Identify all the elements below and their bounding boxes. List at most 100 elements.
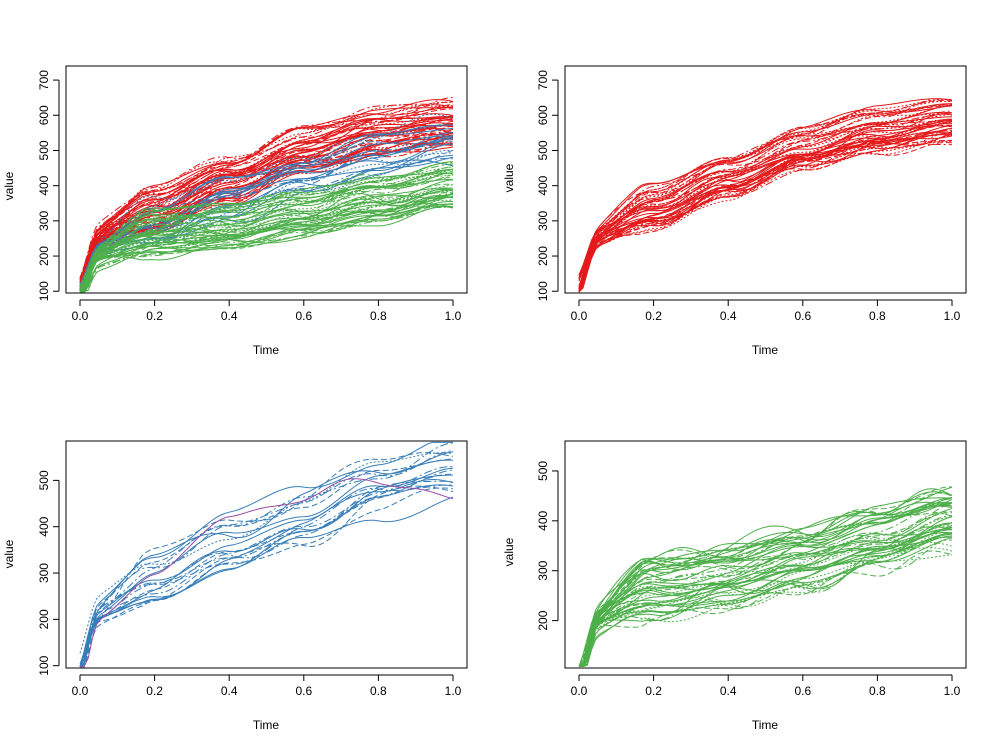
series-line-blue (79, 441, 453, 667)
series-line-blue (79, 458, 454, 667)
series-line-green (578, 515, 953, 667)
curves-layer (79, 96, 454, 293)
series-line-green (80, 170, 454, 293)
series-line-blue (79, 140, 454, 293)
x-tick-label: 1.0 (944, 684, 961, 698)
series-line-blue (79, 469, 454, 667)
x-axis-title: Time (253, 718, 280, 732)
series-line-red (79, 117, 454, 293)
series-line-green (579, 491, 953, 667)
series-line-green (79, 179, 454, 293)
series-line-green (79, 175, 453, 293)
series-line-green (79, 205, 454, 293)
series-line-red (578, 105, 953, 276)
series-line-red (578, 124, 952, 291)
series-line-red (578, 98, 953, 293)
series-line-green (578, 502, 953, 667)
series-line-green (579, 526, 953, 667)
series-line-green (80, 196, 454, 293)
x-axis-title: Time (752, 718, 779, 732)
series-line-red (79, 115, 454, 291)
series-line-red (79, 108, 454, 293)
series-line-red (578, 98, 953, 292)
panel-top-right: 0.0 0.2 0.4 0.6 0.8 1.0100200300400500600700 … (502, 65, 967, 357)
series-line-blue (79, 149, 454, 293)
series-line-red (578, 105, 953, 287)
series-line-green (79, 168, 454, 290)
series-line-red (578, 103, 953, 293)
y-axis-title: value (2, 171, 16, 200)
y-tick-label: 200 (37, 246, 51, 266)
y-tick-label: 400 (536, 510, 550, 530)
plot-frame (65, 65, 468, 294)
series-line-red (578, 134, 953, 281)
series-line-blue (79, 124, 454, 293)
series-line-green (579, 550, 953, 667)
series-line-green (79, 188, 454, 293)
y-tick-label: 400 (536, 175, 550, 195)
y-tick-label: 200 (37, 609, 51, 629)
y-tick-label: 500 (37, 140, 51, 160)
series-line-green (579, 533, 953, 667)
tick-layer: 0.0 0.2 0.4 0.6 0.8 1.0 100 200 300 400 500 600 700 (37, 70, 462, 323)
curves-layer (578, 486, 953, 667)
series-line-green (79, 168, 454, 293)
series-line-green (80, 200, 454, 293)
series-line-blue (79, 473, 453, 668)
series-line-blue (79, 459, 454, 667)
x-tick-label: 0.0 (72, 684, 89, 698)
series-line-blue (80, 450, 454, 668)
x-tick-label: 0.2 (146, 309, 163, 323)
series-line-blue (79, 466, 453, 667)
y-tick-label: 100 (37, 281, 51, 301)
series-line-red (578, 99, 953, 288)
x-axis-title: Time (253, 343, 280, 357)
series-line-blue (79, 467, 454, 667)
series-line-blue (79, 480, 454, 667)
series-line-red (578, 120, 953, 279)
series-line-blue (79, 113, 454, 293)
plot-frame (564, 65, 967, 294)
series-line-blue (80, 452, 454, 668)
x-tick-label: 0.6 (295, 684, 312, 698)
x-tick-label: 0.6 (794, 684, 811, 698)
series-line-red (578, 100, 953, 290)
series-line-blue (79, 496, 454, 667)
series-line-green (579, 497, 953, 667)
series-line-green (579, 526, 953, 667)
y-tick-label: 500 (536, 461, 550, 481)
y-axis-title: value (502, 537, 516, 566)
series-line-green (579, 486, 952, 667)
y-tick-label: 500 (536, 140, 550, 160)
x-axis-title: Time (752, 343, 779, 357)
series-line-red (578, 113, 953, 291)
series-line-green (579, 505, 953, 667)
series-line-green (578, 536, 953, 667)
series-line-green (579, 539, 953, 667)
panel-top-left: 0.0 0.2 0.4 0.6 0.8 1.0100200300400500600700 … (2, 65, 468, 357)
series-line-red (79, 105, 453, 278)
panel-bottom-right: 0.0 0.2 0.4 0.6 0.8 1.0 200 300 400 500 Time valu… (502, 440, 967, 732)
series-line-green (578, 541, 953, 667)
y-tick-label: 400 (37, 516, 51, 536)
series-line-green (578, 525, 953, 667)
series-line-green (79, 199, 454, 286)
series-line-blue (79, 484, 454, 665)
x-tick-label: 0.4 (221, 309, 238, 323)
series-line-red (578, 122, 953, 290)
series-line-red (578, 130, 953, 289)
x-tick-label: 0.0 (72, 309, 89, 323)
series-line-red (79, 124, 454, 293)
series-line-green (80, 172, 454, 293)
series-line-green (579, 533, 953, 667)
series-line-green (578, 527, 953, 667)
y-tick-label: 100 (37, 655, 51, 675)
x-tick-label: 0.4 (720, 309, 737, 323)
series-line-red (578, 116, 953, 293)
series-line-red (578, 129, 952, 286)
tick-layer: 0.0 0.2 0.4 0.6 0.8 1.0 200 300 400 500 (536, 461, 961, 698)
y-tick-label: 200 (536, 246, 550, 266)
series-line-red (578, 112, 953, 276)
series-line-red (578, 110, 953, 293)
series-line-green (79, 183, 454, 287)
